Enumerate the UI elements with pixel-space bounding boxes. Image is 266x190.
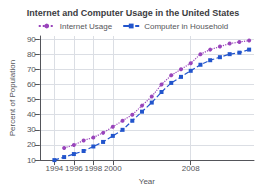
svg-text:Year: Year	[139, 177, 156, 186]
svg-text:70: 70	[27, 65, 36, 74]
svg-text:1994: 1994	[46, 164, 64, 173]
svg-text:10: 10	[27, 156, 36, 165]
svg-text:60: 60	[27, 80, 36, 89]
svg-text:Computer in Household: Computer in Household	[144, 22, 228, 31]
svg-text:50: 50	[27, 95, 36, 104]
svg-text:Percent of Population: Percent of Population	[8, 60, 17, 137]
svg-text:1998: 1998	[84, 164, 102, 173]
svg-text:20: 20	[27, 140, 36, 149]
svg-text:80: 80	[27, 50, 36, 59]
svg-text:Internet and Computer Usage in: Internet and Computer Usage in the Unite…	[27, 8, 240, 18]
svg-text:1996: 1996	[65, 164, 83, 173]
svg-text:2008: 2008	[182, 164, 200, 173]
svg-text:2000: 2000	[104, 164, 122, 173]
svg-text:30: 30	[27, 125, 36, 134]
svg-text:Internet Usage: Internet Usage	[60, 22, 113, 31]
svg-text:90: 90	[27, 35, 36, 44]
svg-text:40: 40	[27, 110, 36, 119]
